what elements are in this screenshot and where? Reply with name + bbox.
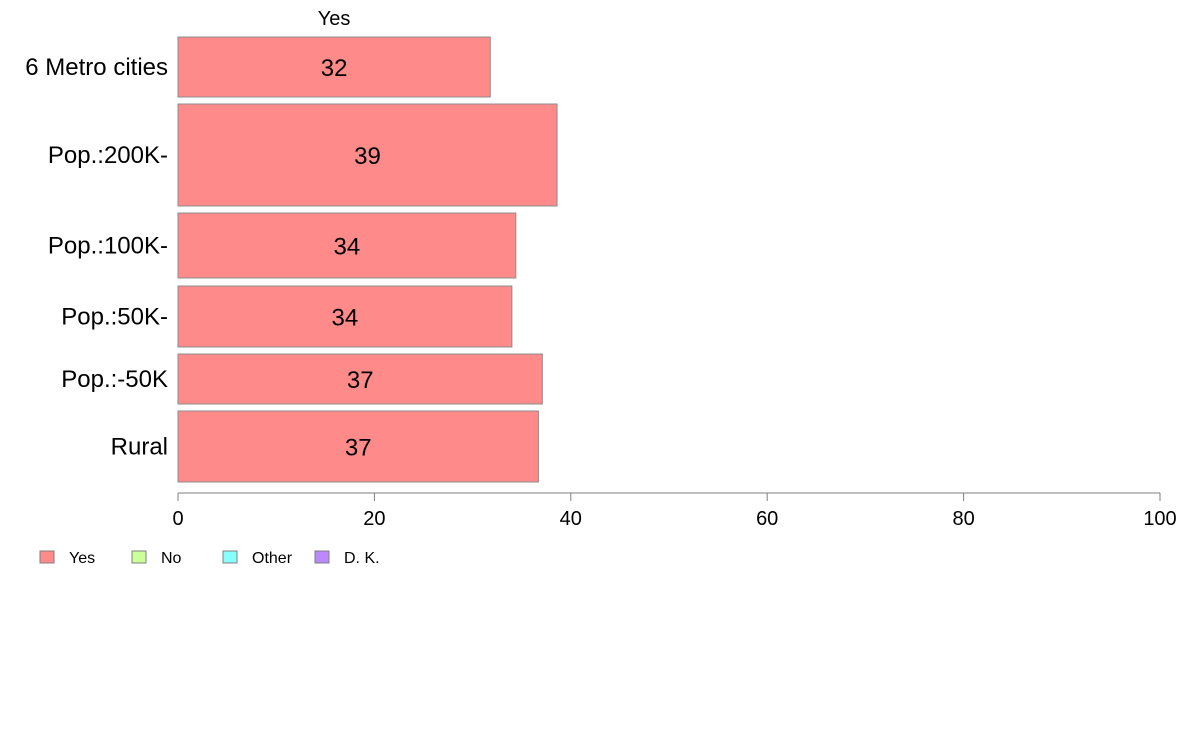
legend-label: No <box>161 550 182 567</box>
bars-group: 6 Metro cities 32 Pop.:200K- 39 Pop.:100K- 34… <box>25 36 558 483</box>
x-tick-label: 60 <box>756 508 778 530</box>
legend-swatch <box>131 550 147 564</box>
bar-segment <box>177 36 491 98</box>
legend-swatch <box>222 550 238 564</box>
category-label: Pop.:50K- <box>61 304 168 331</box>
legend-swatch <box>314 550 330 564</box>
bar-segment <box>177 410 539 483</box>
x-tick-label: 80 <box>952 508 974 530</box>
bar-segment <box>177 353 543 405</box>
legend-label: Other <box>252 550 293 567</box>
category-label: Pop.:-50K <box>61 366 168 393</box>
bar-segment <box>177 212 517 279</box>
bar-value-label: 37 <box>345 435 372 462</box>
bar-value-label: 34 <box>334 234 361 261</box>
legend-label: D. K. <box>344 550 380 567</box>
bar-segment <box>177 103 558 207</box>
bar-value-label: 34 <box>332 305 359 332</box>
x-tick-label: 100 <box>1143 508 1176 530</box>
x-tick-label: 40 <box>560 508 582 530</box>
x-axis: 0 20 40 60 80 100 <box>172 492 1177 530</box>
x-tick-label: 0 <box>172 508 183 530</box>
bar-value-label: 37 <box>347 367 374 394</box>
bar-value-label: 32 <box>321 55 348 82</box>
legend: Yes No Other D. K. <box>39 550 380 567</box>
legend-swatch <box>39 550 55 564</box>
column-header-yes: Yes <box>318 8 351 30</box>
category-label: Pop.:100K- <box>48 233 168 260</box>
category-label: 6 Metro cities <box>25 54 168 81</box>
x-tick-label: 20 <box>363 508 385 530</box>
bar-segment <box>177 285 513 348</box>
bar-value-label: 39 <box>354 143 381 170</box>
legend-label: Yes <box>69 550 95 567</box>
category-label: Pop.:200K- <box>48 142 168 169</box>
category-label: Rural <box>111 434 168 461</box>
